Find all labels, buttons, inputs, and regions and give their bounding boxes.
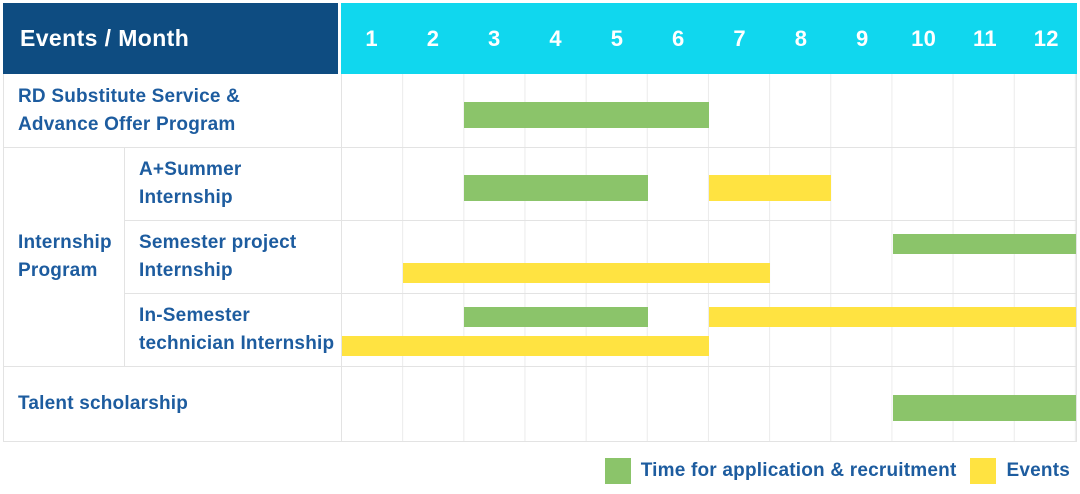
green-gantt-bar [892,395,1076,421]
yellow-legend-swatch [970,458,997,484]
chart-row-talent-scholarship [341,367,1076,441]
table-row: Semester project Internship [125,220,1076,293]
month-header-cell: 10 [911,25,937,51]
yellow-gantt-bar [403,263,771,283]
month-header-cell: 5 [610,25,624,51]
table-body: RD Substitute Service & Advance Offer Pr… [3,74,1077,442]
internship-program-subrows: A+Summer Internship Semester project Int… [125,148,1076,366]
month-header-cell: 8 [794,25,808,51]
month-header-cell: 9 [856,25,869,51]
row-label-rd-substitute: RD Substitute Service & Advance Offer Pr… [18,85,241,135]
month-header-cell: 12 [1033,25,1059,51]
chart-row-in-semester-technician-internship [341,294,1076,366]
row-label-a-summer-internship: A+Summer Internship [139,159,242,208]
month-header-row: 1 2 3 4 5 6 7 8 9 10 11 12 [341,3,1077,74]
yellow-gantt-bar [709,175,832,201]
month-header-cell: 2 [426,25,440,51]
yellow-gantt-bar [709,307,1076,327]
group-label-internship-program: Internship Program [4,148,125,366]
month-header-cell: 4 [549,25,562,51]
row-label-in-semester-technician-internship: In-Semester technician Internship [139,305,335,354]
table-corner-header: Events / Month [3,3,338,74]
green-gantt-bar [464,175,648,201]
green-legend-swatch [604,458,631,484]
green-gantt-bar [464,101,709,128]
legend-label: Time for application & recruitment [640,460,957,481]
internship-program-group: Internship Program A+Summer Internship S… [4,147,1076,366]
gantt-schedule-page: Events / Month 1 2 3 4 5 6 7 8 9 10 11 1… [0,3,1080,494]
table-row: Talent scholarship [4,366,1076,441]
table-row: In-Semester technician Internship [125,293,1076,366]
month-header-cell: 7 [733,25,746,51]
legend-label: Events [1006,460,1070,481]
table-title: Events / Month [20,25,190,51]
chart-row-a-summer-internship [341,148,1076,220]
events-month-table: Events / Month 1 2 3 4 5 6 7 8 9 10 11 1… [3,3,1077,442]
legend: Time for application & recruitment Event… [0,458,1080,484]
table-row: RD Substitute Service & Advance Offer Pr… [4,74,1076,147]
table-header-row: Events / Month 1 2 3 4 5 6 7 8 9 10 11 1… [3,3,1077,74]
chart-row-rd-substitute [341,74,1076,147]
green-gantt-bar [464,307,648,327]
table-row: A+Summer Internship [125,148,1076,220]
chart-row-semester-project-internship [341,221,1076,293]
month-header-cell: 3 [488,25,501,51]
yellow-gantt-bar [342,336,709,356]
legend-item-application-recruitment: Time for application & recruitment [604,458,957,484]
month-header-cell: 11 [973,25,997,51]
legend-item-events: Events [970,458,1070,484]
row-label-semester-project-internship: Semester project Internship [139,232,297,281]
month-header-cell: 6 [672,25,685,51]
green-gantt-bar [892,234,1076,254]
row-label-talent-scholarship: Talent scholarship [18,393,189,414]
month-header-cell: 1 [365,25,378,51]
